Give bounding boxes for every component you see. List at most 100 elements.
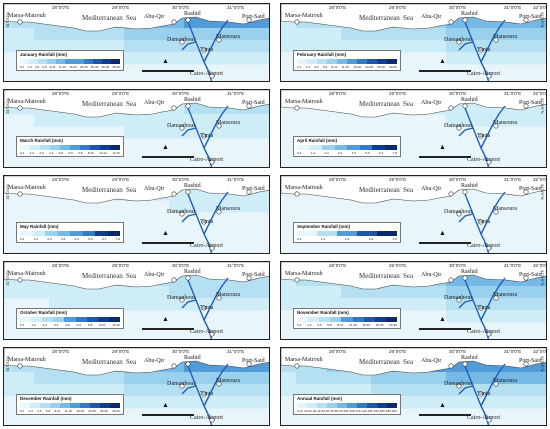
rainfall-cell (326, 384, 342, 397)
rainfall-cell (446, 286, 462, 299)
place-label: Tanta (477, 133, 491, 139)
legend-tick-label: 15-20 (362, 323, 370, 327)
legend-swatch (307, 403, 317, 408)
north-arrow-icon: ▲ (162, 144, 169, 151)
longitude-label: 31°0'0"E (227, 349, 245, 354)
sea-label: Mediterranean (82, 358, 123, 366)
rainfall-cell (281, 384, 297, 397)
legend-title: Annual Rainfall (mm) (297, 396, 343, 401)
rainfall-cell (244, 114, 260, 127)
rainfall-cell (356, 384, 372, 397)
sea-label: Mediterranean (359, 100, 400, 108)
rainfall-cell (184, 52, 200, 65)
legend-swatch (337, 59, 347, 64)
city-marker (209, 245, 215, 251)
rainfall-cell (521, 298, 537, 311)
city-marker (486, 331, 492, 337)
rainfall-cell (109, 298, 125, 311)
rainfall-cell (461, 384, 477, 397)
city-marker (216, 295, 222, 301)
longitude-label: 30°0'0"E (449, 91, 467, 96)
rainfall-cell (506, 310, 522, 323)
longitude-label: 30°0'0"E (449, 5, 467, 10)
rainfall-cell (214, 126, 230, 139)
legend-swatch (40, 145, 50, 150)
place-label: Damanhour (167, 295, 196, 301)
map-panel: 28°0'0"E 29°0'0"E 30°0'0"E 31°0'0"E 32°0'0"E… (280, 175, 547, 254)
nile-river (181, 277, 229, 339)
city-marker (185, 361, 191, 367)
place-label: Port-Said (242, 272, 265, 278)
legend-tick-label: 0-1 (297, 65, 302, 69)
rainfall-cell (244, 396, 260, 409)
place-label: Rashid (461, 97, 478, 103)
legend-tick-label: 3-5 (317, 323, 322, 327)
legend-swatch (308, 317, 320, 322)
place-label: Cairo-Airport (467, 329, 500, 335)
place-label: Port-Said (242, 186, 265, 192)
legend-tick-label: 3-4 (368, 237, 374, 241)
place-label: Tanta (200, 391, 214, 397)
city-marker (478, 47, 484, 53)
city-marker (478, 391, 484, 397)
longitude-label: 32°0'0"E (533, 349, 546, 354)
city-marker (448, 277, 454, 283)
latitude-label: 31°0'0"N (540, 98, 545, 114)
mediterranean-sea (281, 348, 546, 376)
legend-title: February Rainfall (mm) (297, 52, 347, 57)
place-label: Marsa-Matrouh (285, 99, 323, 105)
rainfall-cell (4, 40, 20, 53)
rainfall-cell (259, 360, 269, 373)
legend-swatch (337, 403, 347, 408)
rainfall-cell (259, 40, 269, 53)
place-label: Cairo-Airport (190, 71, 223, 77)
rainfall-cell (341, 372, 357, 385)
nile-river (458, 105, 506, 167)
legend-tick-label: 0-1 (297, 237, 302, 241)
rainfall-cell (476, 310, 492, 323)
legend-tick-label: 5-8 (45, 409, 51, 413)
legend-swatch (50, 145, 60, 150)
legend-swatch (297, 59, 307, 64)
sea-label: Mediterranean (359, 358, 400, 366)
rainfall-cell (19, 28, 35, 41)
rainfall-cell (259, 188, 269, 201)
legend-tick-label: 4-5 (65, 323, 70, 327)
city-marker (493, 37, 499, 43)
city-marker (171, 191, 177, 197)
legend-tick-label: 180-200 (385, 409, 397, 413)
north-arrow-icon: ▲ (162, 402, 169, 409)
legend-swatch (319, 317, 331, 322)
map-panel: 28°0'0"E 29°0'0"E 30°0'0"E 31°0'0"E 31°0'0"N… (3, 89, 270, 168)
legend-swatch (334, 145, 347, 150)
legend-swatch (74, 59, 84, 64)
sea-label: Sea (403, 358, 414, 366)
rainfall-cell (281, 286, 297, 299)
rainfall-cell (296, 384, 312, 397)
rainfall-cell (491, 384, 507, 397)
rainfall-cell (139, 28, 155, 41)
city-marker (179, 39, 185, 45)
legend-tick-label: 1-2 (310, 151, 315, 155)
place-label: Rashid (461, 11, 478, 17)
legend-tick-label: 25-30 (377, 65, 385, 69)
legend-color-bar (297, 231, 397, 236)
legend-tick-label: 20-25 (365, 65, 373, 69)
scale-bar (419, 242, 471, 244)
place-label: Cairo-Airport (190, 415, 223, 421)
rainfall-cell (34, 286, 50, 299)
rainfall-cell (386, 286, 402, 299)
rainfall-cell (154, 28, 170, 41)
place-label: Damanhour (444, 381, 473, 387)
rainfall-cell (356, 40, 372, 53)
rainfall-cell (49, 384, 65, 397)
mediterranean-sea (281, 4, 546, 32)
rainfall-map (4, 90, 269, 167)
city-marker (294, 363, 300, 369)
legend-swatch (387, 403, 397, 408)
rainfall-cell (536, 372, 546, 385)
rainfall-cell (259, 114, 269, 127)
legend-swatch (297, 145, 310, 150)
rainfall-cell (506, 384, 522, 397)
longitude-label: 29°0'0"E (389, 91, 407, 96)
